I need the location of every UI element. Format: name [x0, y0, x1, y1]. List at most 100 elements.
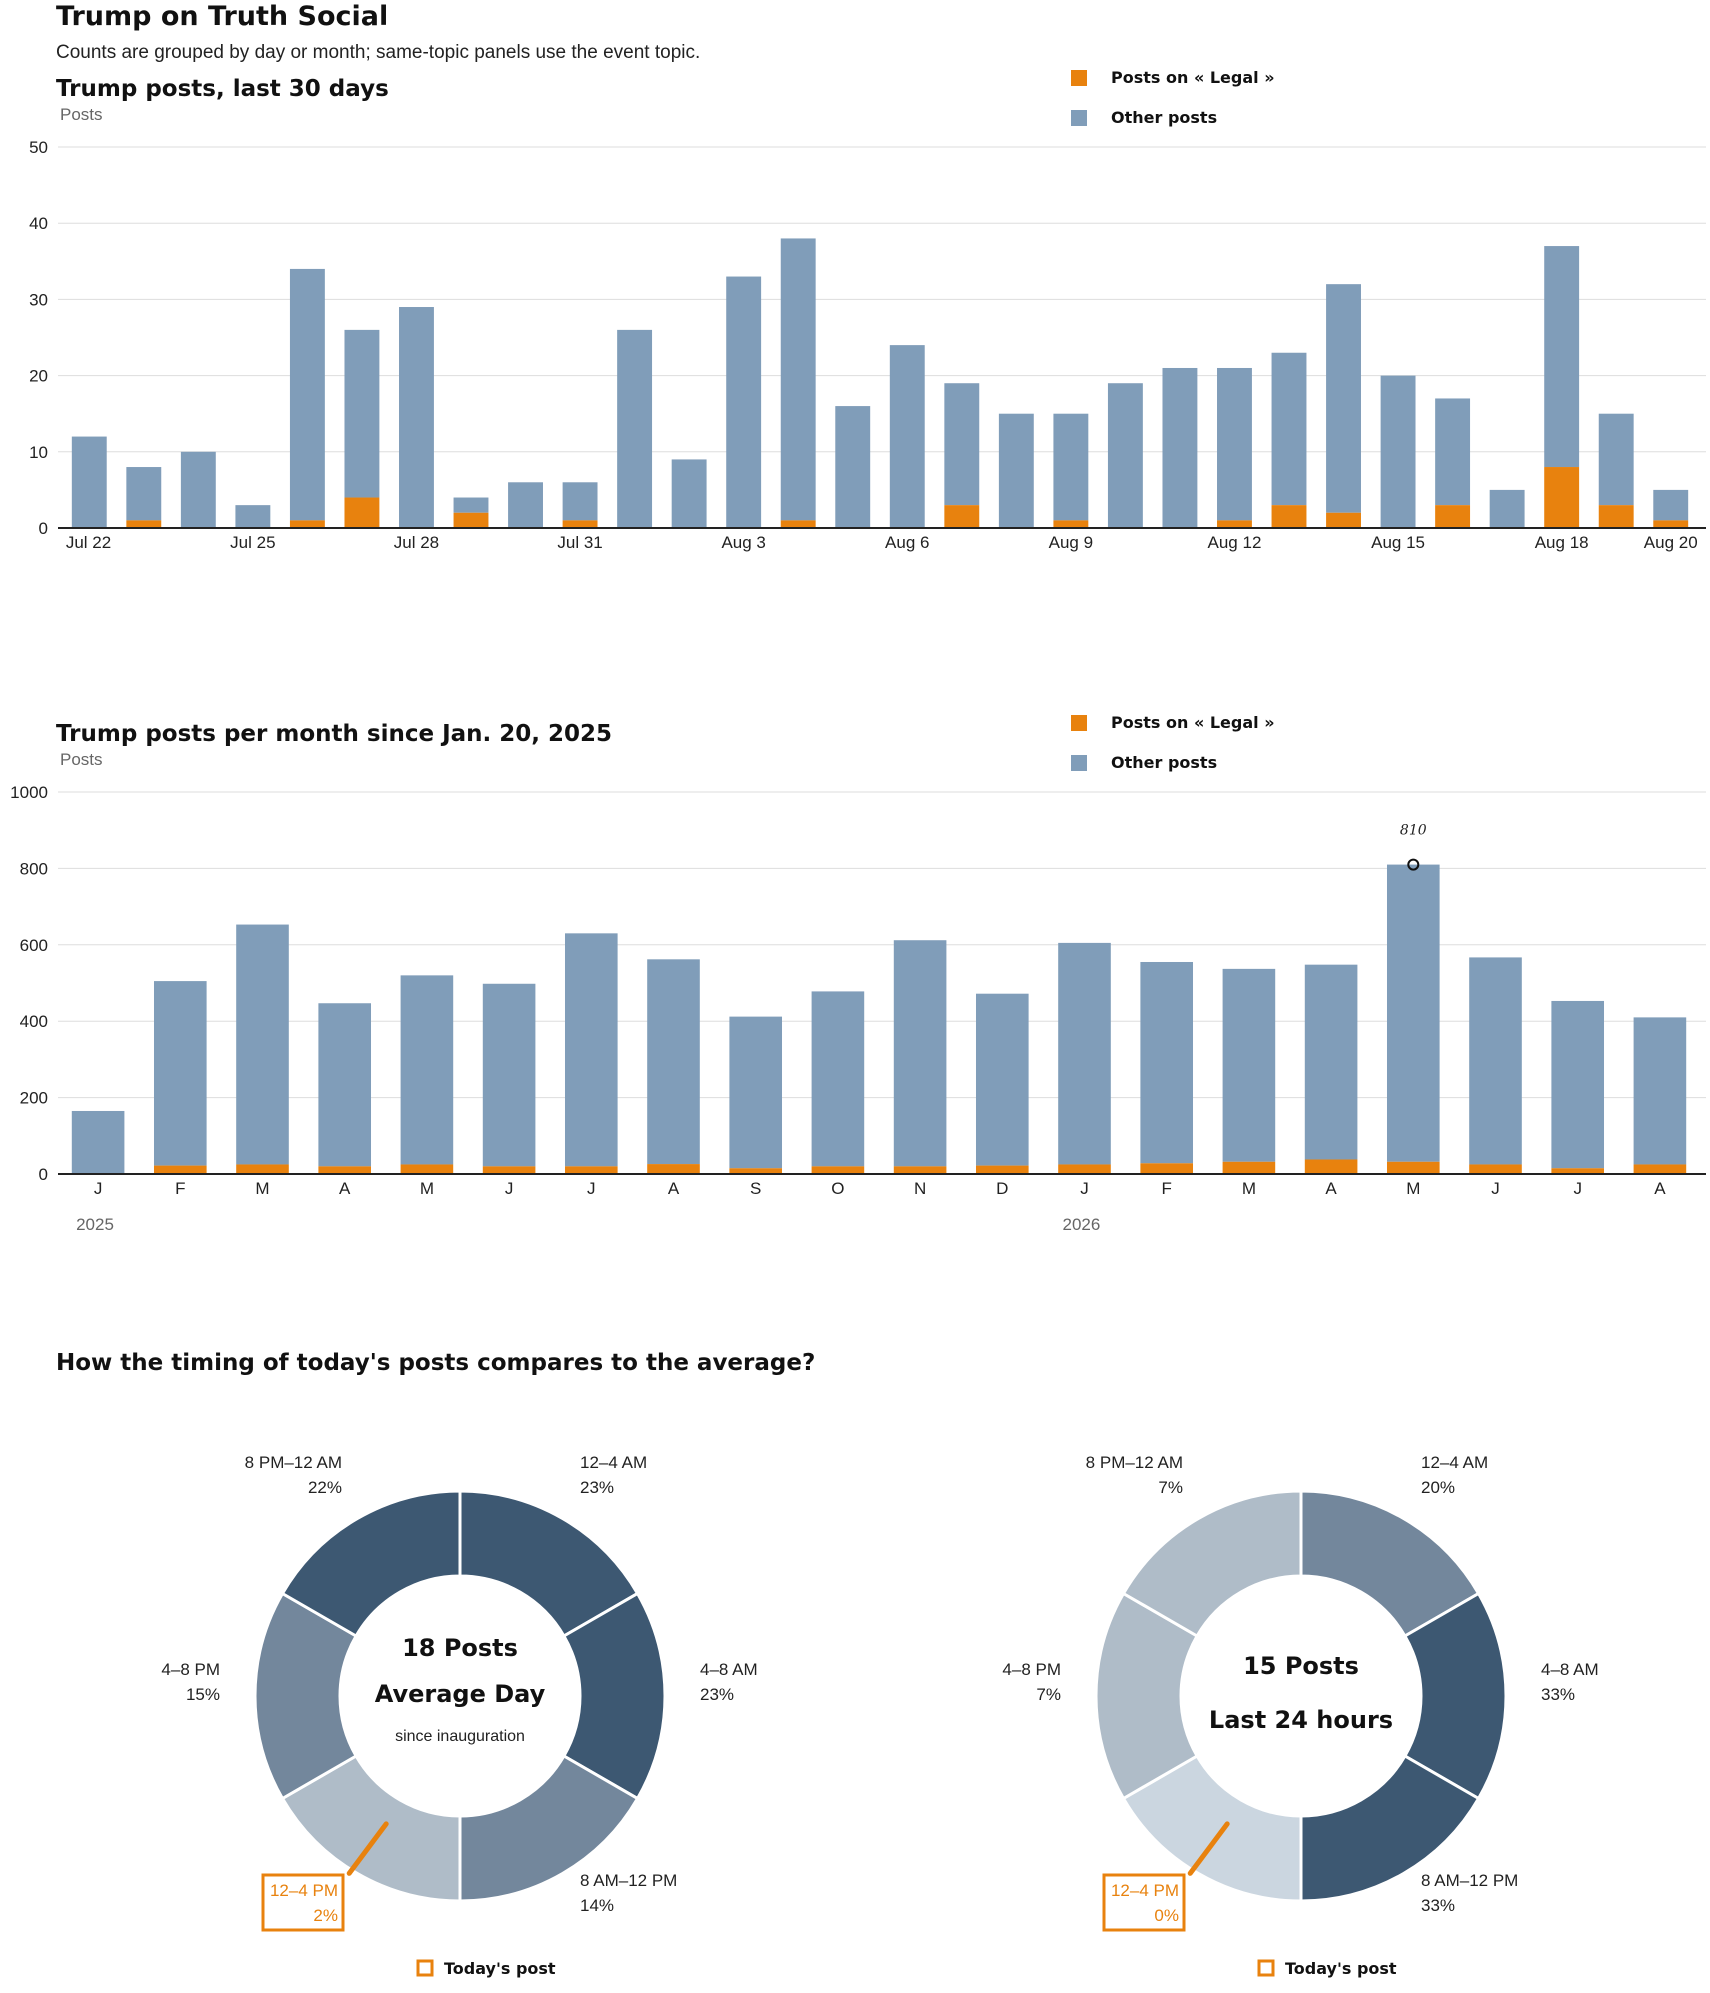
bar-topic-posts	[1326, 512, 1361, 528]
bar-other-posts	[1544, 246, 1580, 468]
chart-legend: Posts on « Legal » Other posts	[1071, 713, 1275, 772]
bar-topic-posts	[975, 1165, 1029, 1174]
slice-label: 4–8 AM 33%	[1541, 1660, 1599, 1704]
bar-other-posts	[1380, 375, 1416, 528]
bar-topic-posts	[482, 1166, 536, 1174]
x-tick-label: A	[668, 1179, 680, 1198]
bar-other-posts	[344, 329, 380, 498]
bar-other-posts	[564, 933, 618, 1167]
y-tick-label: 400	[20, 1012, 48, 1031]
x-tick-label: J	[587, 1179, 596, 1198]
slice-label: 4–8 AM 23%	[700, 1660, 758, 1704]
slice-label: 4–8 PM 7%	[1002, 1660, 1061, 1704]
chart-title: Trump posts, last 30 days	[56, 76, 389, 102]
y-tick-label: 600	[20, 936, 48, 955]
bar-topic-posts	[400, 1164, 454, 1174]
slice-label: 8 PM–12 AM 22%	[245, 1453, 342, 1497]
bar-other-posts	[1469, 957, 1522, 1165]
bar-other-posts	[1489, 489, 1525, 528]
bar-other-posts	[671, 459, 707, 528]
bar-topic-posts	[811, 1166, 865, 1174]
bar-other-posts	[1551, 1000, 1605, 1169]
x-tick-label: Jul 25	[230, 533, 275, 552]
bar-topic-posts	[780, 520, 816, 528]
bar-topic-posts	[1217, 520, 1252, 528]
bar-other-posts	[1107, 383, 1143, 528]
legend-swatch-other	[1071, 110, 1087, 126]
bar-topic-posts	[1598, 505, 1634, 528]
bar-topic-posts	[944, 505, 980, 528]
x-tick-label: A	[1325, 1179, 1337, 1198]
bar-other-posts	[1271, 352, 1307, 506]
peak-annotation: 810	[1400, 823, 1427, 839]
bar-other-posts	[944, 383, 980, 506]
x-tick-label: M	[1406, 1179, 1420, 1198]
bar-other-posts	[647, 959, 700, 1165]
slice-label-time: 4–8 PM	[161, 1660, 220, 1679]
x-tick-label: J	[1080, 1179, 1089, 1198]
x-tick-label: Aug 18	[1535, 533, 1589, 552]
bar-other-posts	[998, 413, 1034, 528]
slice-label-time: 8 AM–12 PM	[1421, 1871, 1518, 1890]
bar-topic-posts	[1633, 1164, 1687, 1174]
y-tick-label: 1000	[10, 783, 48, 802]
bar-other-posts	[1162, 367, 1198, 528]
bar-other-posts	[71, 1110, 125, 1174]
bar-topic-posts	[564, 1166, 618, 1174]
slice-label: 8 AM–12 PM 14%	[580, 1871, 677, 1915]
chart-title: Trump posts per month since Jan. 20, 202…	[56, 721, 612, 747]
x-tick-label: Aug 3	[721, 533, 765, 552]
bar-other-posts	[975, 993, 1029, 1166]
legend-label-topic: Posts on « Legal »	[1111, 713, 1275, 732]
bar-other-posts	[236, 924, 289, 1165]
x-tick-label: S	[750, 1179, 761, 1198]
timing-section-title: How the timing of today's posts compares…	[56, 1350, 815, 1376]
legend-swatch-other	[1071, 755, 1087, 771]
today-post-marker	[1187, 1821, 1230, 1876]
x-tick-label: F	[175, 1179, 185, 1198]
bar-other-posts	[318, 1003, 372, 1167]
x-tick-label: A	[1654, 1179, 1666, 1198]
chart-legend: Posts on « Legal » Other posts	[1071, 68, 1275, 127]
bar-other-posts	[126, 467, 162, 521]
bar-other-posts	[889, 345, 925, 528]
today-legend-swatch	[416, 1959, 434, 1977]
slice-label-time: 8 PM–12 AM	[1086, 1453, 1183, 1472]
bar-other-posts	[1326, 284, 1361, 513]
y-axis-label: Posts	[60, 750, 103, 769]
today-post-marker	[346, 1821, 389, 1876]
x-tick-label: Jul 28	[394, 533, 439, 552]
bar-other-posts	[508, 482, 543, 528]
bar-other-posts	[1304, 964, 1358, 1160]
slice-label-time: 8 PM–12 AM	[245, 1453, 342, 1472]
bar-other-posts	[1217, 367, 1252, 521]
x-tick-label: Aug 15	[1371, 533, 1425, 552]
highlight-label-time: 12–4 PM	[270, 1881, 338, 1900]
bar-other-posts	[780, 238, 816, 521]
x-tick-label: M	[255, 1179, 269, 1198]
year-label: 2025	[76, 1215, 114, 1234]
bar-other-posts	[400, 975, 454, 1165]
today-legend-label: Today's post	[444, 1959, 556, 1978]
slice-label-time: 4–8 PM	[1002, 1660, 1061, 1679]
monthly-posts-chart: Trump posts per month since Jan. 20, 202…	[10, 713, 1706, 1234]
bar-other-posts	[729, 1016, 783, 1169]
bar-topic-posts	[289, 520, 325, 528]
bar-other-posts	[617, 329, 653, 528]
bar-other-posts	[1140, 961, 1194, 1164]
bar-other-posts	[289, 268, 325, 521]
highlight-label-time: 12–4 PM	[1111, 1881, 1179, 1900]
bar-other-posts	[1386, 864, 1440, 1162]
donut-center-count: 15 Posts	[1243, 1652, 1359, 1680]
x-tick-label: J	[505, 1179, 514, 1198]
bar-other-posts	[1053, 413, 1089, 521]
slice-label-pct: 33%	[1421, 1896, 1455, 1915]
y-tick-label: 50	[29, 138, 48, 157]
donut-center-caption: Last 24 hours	[1209, 1706, 1393, 1734]
bar-other-posts	[235, 505, 271, 528]
bar-topic-posts	[1653, 520, 1689, 528]
legend-swatch-topic	[1071, 715, 1087, 731]
bar-topic-posts	[562, 520, 598, 528]
slice-label-pct: 15%	[186, 1685, 220, 1704]
bar-topic-posts	[647, 1164, 700, 1174]
